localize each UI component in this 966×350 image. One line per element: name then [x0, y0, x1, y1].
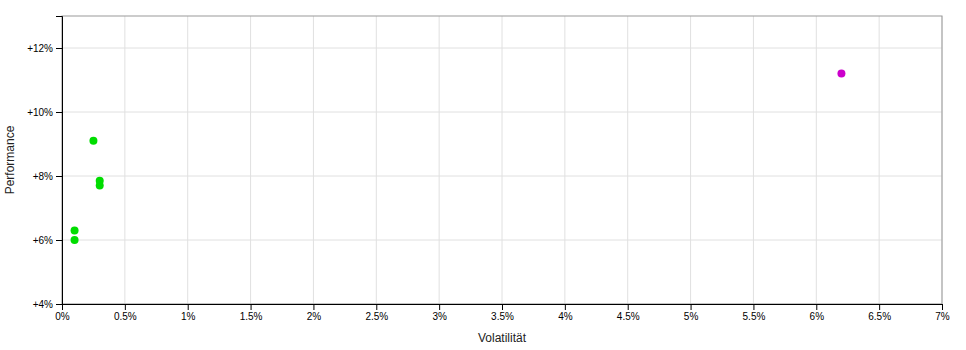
grid-line-y [62, 48, 942, 49]
x-tick: 0% [55, 304, 70, 322]
y-tick: +4% [33, 299, 62, 310]
y-axis-title: Performance [3, 125, 17, 194]
point [71, 226, 79, 234]
grid-line-x [250, 16, 251, 304]
x-tick-label: 4% [558, 311, 573, 322]
x-tick-mark [188, 304, 189, 310]
point [837, 70, 845, 78]
x-tick-label: 5.5% [743, 311, 766, 322]
x-tick-mark [251, 304, 252, 310]
x-tick-mark [502, 304, 503, 310]
y-tick: +6% [33, 235, 62, 246]
grid-line-x [627, 16, 628, 304]
y-tick-label: +12% [27, 43, 53, 54]
y-axis-line [56, 17, 63, 305]
x-tick: 7% [935, 304, 950, 322]
x-tick: 6% [810, 304, 825, 322]
x-tick: 1.5% [240, 304, 263, 322]
x-tick: 3% [432, 304, 447, 322]
x-tick-mark [313, 304, 314, 310]
plot: 0% 0.5% 1% 1.5% 2% 2.5% 3% 3.5% 4% 4.5% 5% 5.5% 6% 6.… [27, 16, 950, 322]
x-axis-line [63, 305, 943, 311]
y-tick-mark [56, 304, 62, 305]
grid-line-x [376, 16, 377, 304]
x-tick: 1% [181, 304, 196, 322]
series [71, 137, 104, 244]
x-tick-label: 3% [432, 311, 447, 322]
x-tick: 2.5% [365, 304, 388, 322]
x-tick: 0.5% [114, 304, 137, 322]
x-tick-mark [753, 304, 754, 310]
x-tick-label: 2% [307, 311, 322, 322]
y-tick-label: +4% [33, 299, 53, 310]
plot-frame [62, 16, 942, 304]
x-tick-label: 5% [684, 311, 699, 322]
x-tick-label: 1.5% [240, 311, 263, 322]
x-tick: 4% [558, 304, 573, 322]
x-tick-label: 2.5% [365, 311, 388, 322]
x-tick: 5.5% [743, 304, 766, 322]
y-tick: +12% [27, 43, 62, 54]
grid-line-x [439, 16, 440, 304]
grid-line-x [187, 16, 188, 304]
y-tick-label: +10% [27, 107, 53, 118]
points [71, 70, 846, 244]
y-tick: +8% [33, 171, 62, 182]
x-tick-mark [376, 304, 377, 310]
y-tick-mark [56, 176, 62, 177]
x-tick: 3.5% [491, 304, 514, 322]
x-axis: 0% 0.5% 1% 1.5% 2% 2.5% 3% 3.5% 4% 4.5% 5% 5.5% 6% 6.… [55, 304, 950, 322]
grid-line-x [564, 16, 565, 304]
x-tick-label: 0.5% [114, 311, 137, 322]
x-tick-mark [628, 304, 629, 310]
point [71, 236, 79, 244]
grid-line-y [62, 176, 942, 177]
x-tick-mark [691, 304, 692, 310]
chart: 0% 0.5% 1% 1.5% 2% 2.5% 3% 3.5% 4% 4.5% 5% 5.5% 6% 6.… [0, 0, 966, 350]
grid-line-x [816, 16, 817, 304]
grid-line-x [502, 16, 503, 304]
x-tick-label: 3.5% [491, 311, 514, 322]
grid-line-x [690, 16, 691, 304]
y-axis: +4% +6% +8% +10% +12% [27, 17, 62, 310]
series [837, 70, 845, 78]
grid-line-x [753, 16, 754, 304]
grid-line-y [62, 112, 942, 113]
x-tick-mark [816, 304, 817, 310]
x-tick-label: 6% [810, 311, 825, 322]
x-tick: 2% [307, 304, 322, 322]
x-tick-mark [879, 304, 880, 310]
grid-line-x [124, 16, 125, 304]
point [89, 137, 97, 145]
x-tick-mark [565, 304, 566, 310]
x-tick-label: 6.5% [868, 311, 891, 322]
y-tick-mark [56, 112, 62, 113]
x-tick-mark [125, 304, 126, 310]
grid-line-x [313, 16, 314, 304]
x-tick: 4.5% [617, 304, 640, 322]
grid [62, 16, 942, 304]
point [96, 182, 104, 190]
x-tick: 5% [684, 304, 699, 322]
x-tick-mark [439, 304, 440, 310]
x-tick-label: 4.5% [617, 311, 640, 322]
x-tick: 6.5% [868, 304, 891, 322]
x-tick-label: 0% [55, 311, 70, 322]
y-tick-label: +6% [33, 235, 53, 246]
grid-line-y [62, 240, 942, 241]
y-tick-mark [56, 240, 62, 241]
y-tick: +10% [27, 107, 62, 118]
x-tick-label: 7% [935, 311, 950, 322]
grid-line-x [879, 16, 880, 304]
y-tick-label: +8% [33, 171, 53, 182]
x-tick-label: 1% [181, 311, 196, 322]
y-tick-mark [56, 48, 62, 49]
x-tick-mark [942, 304, 943, 310]
x-axis-title: Volatilität [478, 331, 527, 345]
